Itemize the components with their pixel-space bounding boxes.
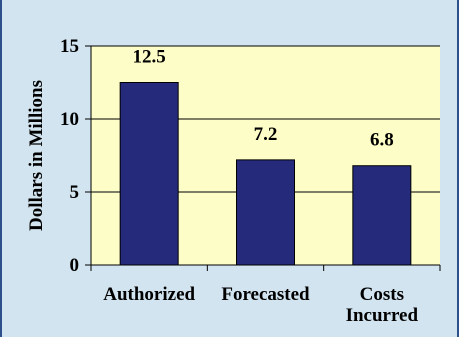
y-tick-label: 0 xyxy=(70,255,80,276)
bar xyxy=(119,82,179,266)
category-label: Forecasted xyxy=(221,284,310,305)
y-tick-label: 15 xyxy=(60,36,79,57)
data-label: 12.5 xyxy=(133,47,166,68)
y-tick-label: 5 xyxy=(70,182,80,203)
data-label: 7.2 xyxy=(254,124,278,145)
category-label: Authorized xyxy=(103,284,195,305)
data-label: 6.8 xyxy=(370,130,394,151)
y-axis-title: Dollars in Millions xyxy=(26,80,47,231)
bar xyxy=(236,159,295,266)
y-tick-label: 10 xyxy=(60,109,79,130)
bar xyxy=(352,165,412,266)
bars xyxy=(119,82,412,266)
category-label: Costs Incurred xyxy=(346,284,419,326)
labels: 0 5 10 15 12.5 Authorized 7.2 Forecasted 6.8 Cost… xyxy=(60,36,419,326)
